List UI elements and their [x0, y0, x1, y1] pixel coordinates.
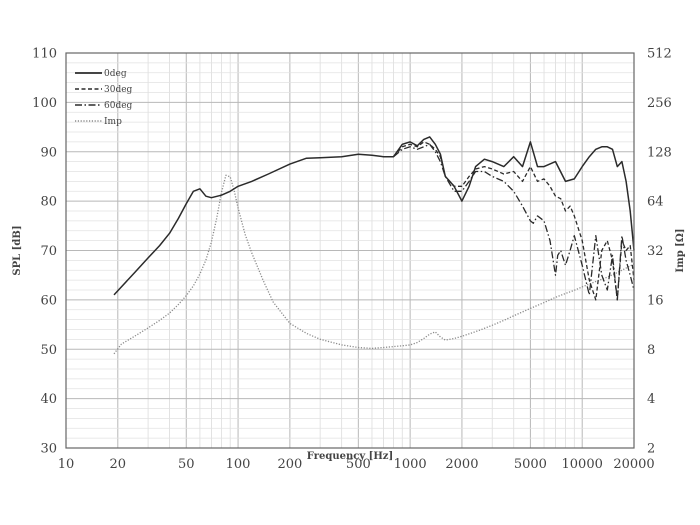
series-line-30deg	[393, 141, 635, 301]
y2-axis-title: Imp [Ω]	[675, 228, 686, 272]
x-tick-label: 10000	[562, 457, 603, 472]
y2-tick-label: 16	[647, 293, 664, 308]
y-tick-label: 40	[40, 392, 57, 407]
y-tick-label: 100	[32, 96, 57, 111]
series-line-0deg	[113, 136, 635, 296]
tick-labels: 10 20 50 100 200 500 1000 2000 5000 10000 20000 30 4…	[32, 47, 672, 473]
x-tick-label: 5000	[514, 457, 547, 472]
y2-tick-label: 64	[647, 195, 664, 210]
y-tick-label: 70	[40, 244, 57, 259]
x-tick-label: 50	[178, 457, 195, 472]
y-axis-title: SPL [dB]	[12, 225, 23, 275]
legend-label: 60deg	[104, 101, 133, 111]
x-tick-label: 100	[226, 457, 251, 472]
y-tick-label: 30	[40, 442, 57, 457]
y-tick-label: 60	[40, 293, 57, 308]
y-tick-label: 50	[40, 343, 57, 358]
y2-tick-label: 4	[647, 392, 655, 407]
x-axis-title: Frequency [Hz]	[307, 451, 393, 462]
legend-label: Imp	[104, 117, 122, 127]
x-tick-label: 20000	[613, 457, 654, 472]
legend-label: 30deg	[104, 85, 133, 95]
x-tick-label: 200	[277, 457, 302, 472]
x-tick-label: 500	[346, 457, 371, 472]
y-tick-label: 80	[40, 195, 57, 210]
series-line-imp	[113, 174, 635, 355]
series-line-60deg	[393, 143, 635, 301]
x-tick-label: 10	[58, 457, 75, 472]
plot-frame	[65, 52, 635, 449]
y-tick-label: 110	[32, 47, 57, 62]
legend: 0deg 30deg 60deg Imp	[75, 69, 133, 127]
legend-label: 0deg	[104, 69, 127, 79]
y2-tick-label: 8	[647, 343, 655, 358]
series-layer	[113, 136, 635, 355]
y2-tick-label: 128	[647, 145, 672, 160]
y2-tick-label: 32	[647, 244, 664, 259]
x-tick-label: 1000	[394, 457, 427, 472]
x-tick-label: 20	[110, 457, 127, 472]
grid	[66, 53, 634, 448]
x-tick-label: 2000	[445, 457, 478, 472]
y2-tick-label: 2	[647, 442, 655, 457]
y-tick-label: 90	[40, 145, 57, 160]
y2-tick-label: 256	[647, 96, 672, 111]
y2-tick-label: 512	[647, 47, 672, 62]
